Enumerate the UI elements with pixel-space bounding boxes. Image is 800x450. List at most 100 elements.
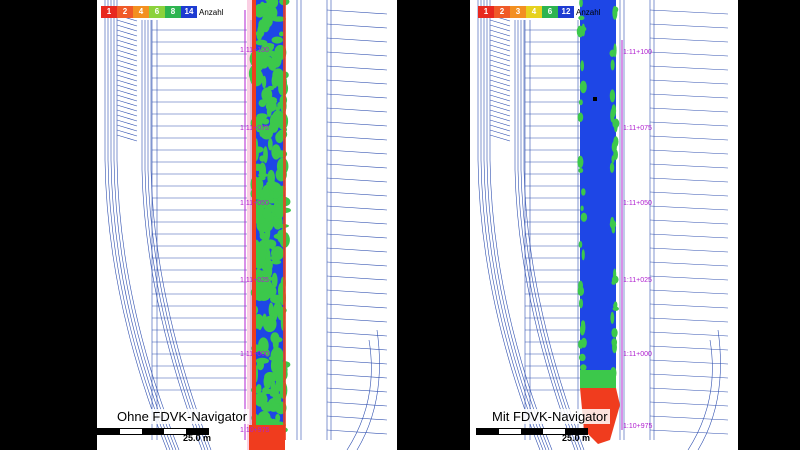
stall-line	[326, 331, 388, 337]
strip-start	[249, 425, 285, 450]
road-edge-line	[113, 0, 177, 450]
road-edge-line	[147, 20, 209, 450]
stall-line	[489, 99, 511, 107]
low-pass-patch	[578, 99, 583, 106]
roller-marker	[593, 97, 597, 101]
right-map-panel: 1 2 3 4 6 12 Anzahl Mit FDVK-Navigator 25.0 m …	[470, 0, 738, 450]
left-map-panel: 1 2 4 6 8 14 Anzahl Ohne FDVK-Navigator 25.0 m…	[97, 0, 397, 450]
low-pass-patch	[578, 168, 584, 173]
stall-line	[116, 104, 138, 112]
road-edge-line	[346, 339, 372, 450]
stall-line	[649, 65, 729, 71]
low-pass-patch	[267, 169, 275, 186]
legend-swatch: 1	[478, 6, 494, 18]
low-pass-patch	[264, 239, 277, 249]
low-pass-patch	[578, 353, 586, 362]
low-pass-patch	[259, 411, 271, 424]
low-pass-patch	[254, 115, 267, 124]
low-pass-patch	[275, 106, 281, 111]
stall-line	[116, 44, 138, 52]
low-pass-patch	[577, 155, 584, 168]
stall-line	[649, 233, 729, 239]
low-pass-patch	[270, 347, 284, 365]
stall-line	[649, 345, 729, 351]
stall-line	[489, 54, 511, 62]
low-pass-patch	[265, 248, 271, 267]
stall-line	[326, 37, 388, 43]
stall-line	[326, 373, 388, 379]
legend-swatch: 4	[526, 6, 542, 18]
legend-swatch: 4	[133, 6, 149, 18]
stall-line	[326, 163, 388, 169]
low-pass-patch	[262, 315, 277, 333]
road-edge-line	[489, 0, 553, 450]
stall-line	[116, 89, 138, 97]
low-pass-patch	[263, 99, 278, 104]
stall-line	[489, 114, 511, 122]
low-pass-patch	[271, 246, 285, 261]
low-pass-patch	[271, 16, 286, 22]
stall-line	[649, 9, 729, 15]
cad-drawing	[104, 0, 388, 450]
road-edge-line	[116, 0, 180, 450]
low-pass-patch	[264, 371, 277, 382]
stall-line	[649, 191, 729, 197]
low-pass-patch	[256, 270, 268, 284]
stall-line	[326, 289, 388, 295]
station-label: 1:11+000	[240, 351, 269, 358]
road-edge-line	[150, 20, 212, 450]
low-pass-patch	[610, 311, 615, 324]
low-pass-patch	[258, 196, 266, 207]
low-pass-patch	[581, 23, 586, 37]
stall-line	[116, 84, 138, 92]
stall-line	[489, 59, 511, 67]
station-label: 1:11+025	[240, 277, 269, 284]
low-pass-patch	[612, 306, 619, 311]
stall-line	[649, 107, 729, 113]
low-pass-patch	[256, 384, 262, 392]
strip-end	[580, 370, 616, 388]
stall-line	[326, 303, 388, 309]
stall-line	[116, 64, 138, 72]
low-pass-patch	[266, 0, 279, 9]
low-pass-patch	[577, 286, 585, 296]
station-label: 1:11+100	[623, 49, 652, 56]
stall-line	[649, 205, 729, 211]
stall-line	[326, 65, 388, 71]
stall-line	[489, 79, 511, 87]
stall-line	[116, 124, 138, 132]
road-edge-line	[480, 0, 544, 450]
stall-line	[489, 29, 511, 37]
stall-line	[649, 177, 729, 183]
low-pass-patch	[579, 0, 583, 8]
low-pass-patch	[265, 388, 273, 395]
road-edge-line	[486, 0, 550, 450]
low-pass-patch	[277, 199, 289, 205]
low-pass-patch	[275, 131, 284, 144]
stall-line	[649, 387, 729, 393]
stall-line	[489, 129, 511, 137]
stall-line	[116, 109, 138, 117]
low-pass-patch	[610, 108, 615, 123]
stall-line	[116, 99, 138, 107]
legend-swatch: 14	[181, 6, 197, 18]
stall-line	[326, 415, 388, 421]
stall-line	[489, 34, 511, 42]
compaction-strip	[580, 0, 616, 385]
low-pass-patch	[255, 245, 267, 263]
stall-line	[489, 69, 511, 77]
stall-line	[649, 23, 729, 29]
stall-line	[116, 79, 138, 87]
stall-line	[116, 54, 138, 62]
low-pass-patch	[262, 2, 268, 15]
strip-edge	[252, 0, 256, 450]
stall-line	[489, 19, 511, 27]
stall-line	[116, 119, 138, 127]
stall-line	[649, 275, 729, 281]
station-label: 1:11+050	[240, 200, 269, 207]
legend-title: Anzahl	[199, 7, 224, 17]
station-label: 1:11+075	[240, 125, 269, 132]
legend-title: Anzahl	[576, 7, 601, 17]
stall-line	[489, 64, 511, 72]
stall-line	[326, 261, 388, 267]
